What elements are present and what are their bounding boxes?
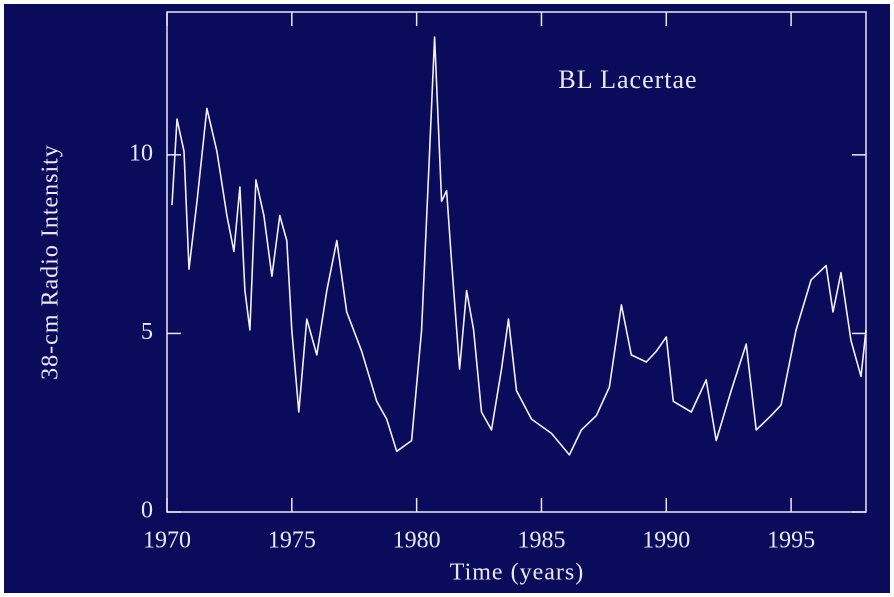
x-axis-label: Time (years) bbox=[450, 560, 584, 586]
annotation: BL Lacertae bbox=[558, 65, 697, 94]
y-tick-label: 0 bbox=[141, 498, 153, 524]
x-tick-label: 1990 bbox=[642, 528, 690, 554]
x-tick-label: 1985 bbox=[517, 528, 565, 554]
x-tick-label: 1980 bbox=[393, 528, 441, 554]
data-line bbox=[171, 36, 867, 456]
x-tick-label: 1975 bbox=[268, 528, 316, 554]
y-tick-label: 5 bbox=[141, 319, 153, 345]
plot-frame bbox=[166, 11, 867, 513]
x-tick-label: 1970 bbox=[143, 528, 191, 554]
y-axis-label: 38-cm Radio Intensity bbox=[38, 144, 64, 380]
x-tick-label: 1995 bbox=[767, 528, 815, 554]
y-tick-label: 10 bbox=[129, 140, 153, 166]
chart-background bbox=[4, 4, 890, 593]
